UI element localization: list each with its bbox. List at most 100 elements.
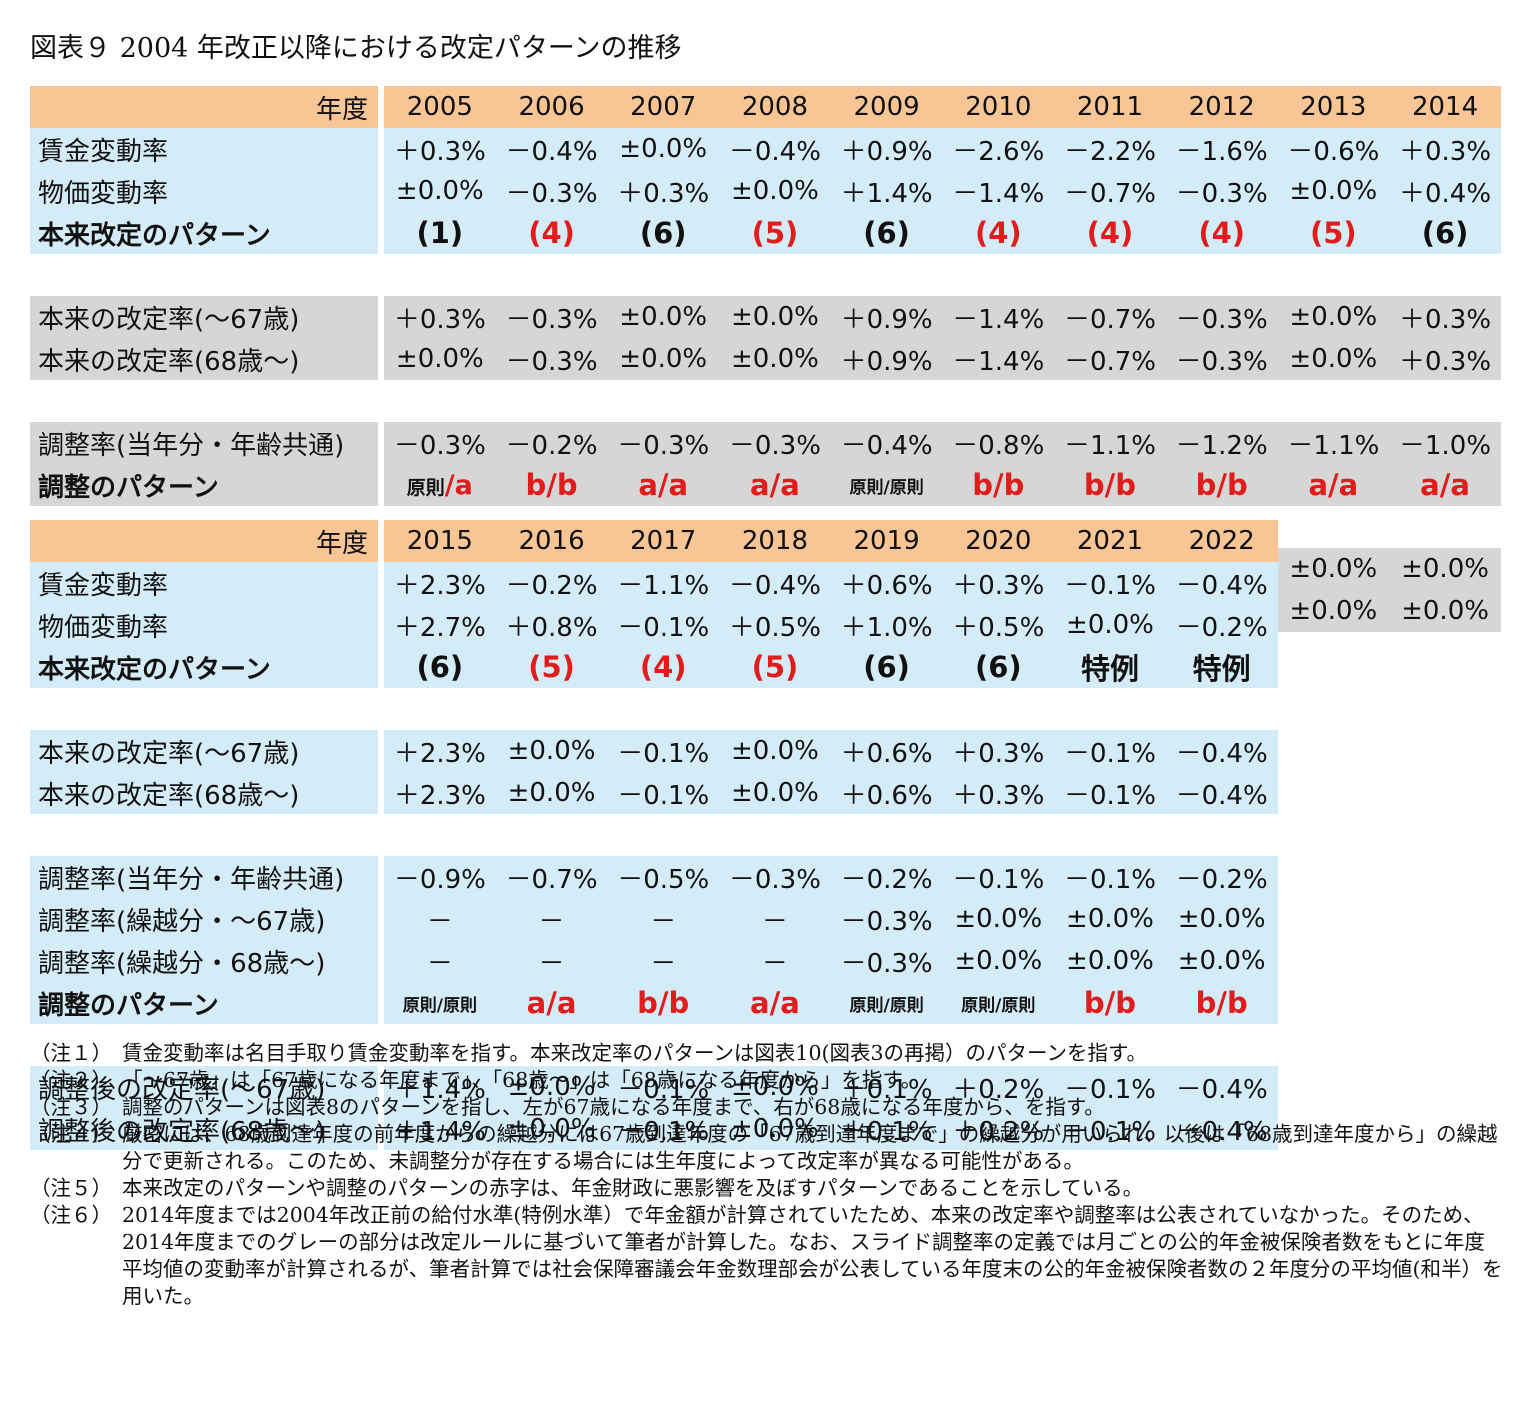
- wage-cell: －1.1%: [607, 562, 720, 604]
- rate67-cell: ＋0.3%: [1389, 296, 1501, 338]
- carry68-value: －0.3%: [840, 948, 933, 979]
- rate67-value: －0.7%: [1063, 304, 1156, 335]
- after68-cell: ±0.0%: [1389, 590, 1501, 632]
- price-label: 物価変動率: [30, 604, 378, 646]
- carry67-value: ±0.0%: [954, 904, 1043, 934]
- rate67-cell: ±0.0%: [719, 730, 831, 772]
- adj-cell: －1.1%: [1054, 422, 1166, 464]
- rate68-value: －0.4%: [1175, 780, 1268, 811]
- row-rate67: 本来の改定率(～67歳) ＋0.3% －0.3% ±0.0% ±0.0% ＋0.9% －1.…: [30, 296, 1501, 338]
- wage-value: ＋0.3%: [952, 570, 1045, 601]
- carry67-cell: －: [495, 898, 608, 940]
- row-carry67: 調整率(繰越分・～67歳) － － － － －0.3% ±0.0% ±0.0% ±0.0%: [30, 898, 1278, 940]
- wage-label: 賃金変動率: [30, 562, 378, 604]
- pattern-value: 特例: [1192, 652, 1251, 686]
- wage-cell: ＋2.3%: [384, 562, 496, 604]
- note-text: 賃金変動率は名目手取り賃金変動率を指す。本来改定率のパターンは図表10(図表3の…: [122, 1041, 1147, 1065]
- adj-cell: －0.8%: [942, 422, 1055, 464]
- carry67-value: －: [650, 906, 677, 937]
- rate67-value: ±0.0%: [619, 302, 708, 332]
- rate68-value: ＋2.3%: [393, 780, 486, 811]
- adj-value: －0.7%: [505, 864, 598, 895]
- row-adjpattern: 調整のパターン 原則/原則 a/a b/b a/a 原則/原則 原則/原則 b/b b/b: [30, 982, 1278, 1024]
- price-cell: ＋0.3%: [607, 170, 720, 212]
- carry68-cell: ±0.0%: [1165, 940, 1278, 982]
- rate67-cell: －0.7%: [1054, 296, 1166, 338]
- after67-cell: ＋0.1%: [830, 1066, 943, 1108]
- price-value: ±0.0%: [730, 176, 819, 206]
- rate68-value: ±0.0%: [395, 344, 484, 374]
- carry67-value: －: [426, 906, 453, 937]
- pattern-value: (6): [1421, 216, 1469, 250]
- carry68-cell: －: [719, 940, 831, 982]
- year-cell: 2019: [830, 520, 943, 562]
- rate67-cell: ＋0.3%: [942, 730, 1055, 772]
- pattern-cell: (1): [384, 212, 496, 254]
- rate67-value: ＋0.3%: [1399, 304, 1492, 335]
- after68-label: 調整後の改定率(68歳～): [30, 1108, 378, 1150]
- pattern-cell: (5): [1277, 212, 1390, 254]
- price-cell: ±0.0%: [719, 170, 831, 212]
- year-cell: 2008: [719, 86, 831, 128]
- year-header-row: 年度 2015 2016 2017 2018 2019 2020 2021 2022: [30, 520, 1278, 562]
- note-text: 調整のパターンは図表8のパターンを指し、左が67歳になる年度まで、右が68歳にな…: [122, 1095, 1105, 1119]
- carry67-cell: ±0.0%: [1054, 898, 1166, 940]
- adj-value: －0.1%: [1063, 864, 1156, 895]
- year-cell: 2005: [384, 86, 496, 128]
- after68-value: －0.4%: [1175, 1116, 1268, 1147]
- rate67-cell: －0.3%: [1165, 296, 1278, 338]
- after68-value: ±0.0%: [507, 1114, 596, 1144]
- adjpattern-value: a/a: [526, 986, 577, 1020]
- adjpattern-value: b/b: [1083, 986, 1137, 1020]
- pattern-cell: (4): [607, 646, 720, 688]
- adjpattern-cell: a/a: [495, 982, 608, 1024]
- carry67-value: ±0.0%: [1066, 904, 1154, 934]
- row-carry68: 調整率(繰越分・68歳～) － － － － －0.3% ±0.0% ±0.0% ±0.0%: [30, 940, 1278, 982]
- note-text: 厳密には、68歳到達年度の前年度からの繰越分には67歳到達年度の「67歳到達年度…: [122, 1122, 1498, 1173]
- adjpattern-value: b/b: [972, 468, 1025, 502]
- after68-cell: －0.1%: [1054, 1108, 1166, 1150]
- pattern-value: (1): [416, 216, 464, 250]
- adjpattern-value: 原則/原則: [961, 996, 1036, 1016]
- wage-cell: －2.2%: [1054, 128, 1166, 170]
- rate67-value: －0.1%: [617, 738, 710, 769]
- adj-cell: －0.9%: [384, 856, 496, 898]
- price-value: ＋1.0%: [840, 612, 933, 643]
- after67-cell: ＋0.2%: [942, 1066, 1055, 1108]
- carry67-value: －0.3%: [840, 906, 933, 937]
- adj-value: －0.1%: [952, 864, 1045, 895]
- pattern-cell: (6): [384, 646, 496, 688]
- carry67-cell: ±0.0%: [942, 898, 1055, 940]
- after67-cell: －0.4%: [1165, 1066, 1278, 1108]
- pattern-cell: (5): [719, 212, 831, 254]
- carry67-cell: －: [719, 898, 831, 940]
- rate67-cell: －0.4%: [1165, 730, 1278, 772]
- rate67-cell: ＋0.9%: [830, 296, 943, 338]
- adj-cell: －0.1%: [942, 856, 1055, 898]
- carry67-value: －: [538, 906, 565, 937]
- year-cell: 2006: [495, 86, 608, 128]
- rate68-cell: ±0.0%: [384, 338, 496, 380]
- rate67-cell: －1.4%: [942, 296, 1055, 338]
- adj-label: 調整率(当年分・年齢共通): [30, 856, 378, 898]
- adjpattern-value: a/a: [1420, 468, 1470, 502]
- adj-value: －0.9%: [393, 864, 486, 895]
- adj-value: －1.0%: [1399, 430, 1492, 461]
- note-item: （注５） 本来改定のパターンや調整のパターンの赤字は、年金財政に悪影響を及ぼすパタ…: [30, 1175, 1505, 1202]
- carry68-value: ±0.0%: [1066, 946, 1154, 976]
- price-value: －0.2%: [1175, 612, 1268, 643]
- year-cell: 2018: [719, 520, 831, 562]
- adj-value: －0.2%: [505, 430, 598, 461]
- adjpattern-cell: a/a: [607, 464, 720, 506]
- adjpattern-value: b/b: [1195, 986, 1248, 1020]
- carry68-cell: －: [384, 940, 496, 982]
- adj-cell: －0.2%: [830, 856, 943, 898]
- rate68-value: ＋0.3%: [952, 780, 1045, 811]
- rate68-cell: ±0.0%: [1277, 338, 1390, 380]
- adjpattern-value: 原則/原則: [402, 996, 477, 1016]
- wage-cell: ±0.0%: [607, 128, 720, 170]
- rate68-value: －0.1%: [617, 780, 710, 811]
- adjpattern-value: b/b: [1195, 468, 1248, 502]
- rate68-cell: －0.7%: [1054, 338, 1166, 380]
- after67-value: ±0.0%: [730, 1072, 819, 1102]
